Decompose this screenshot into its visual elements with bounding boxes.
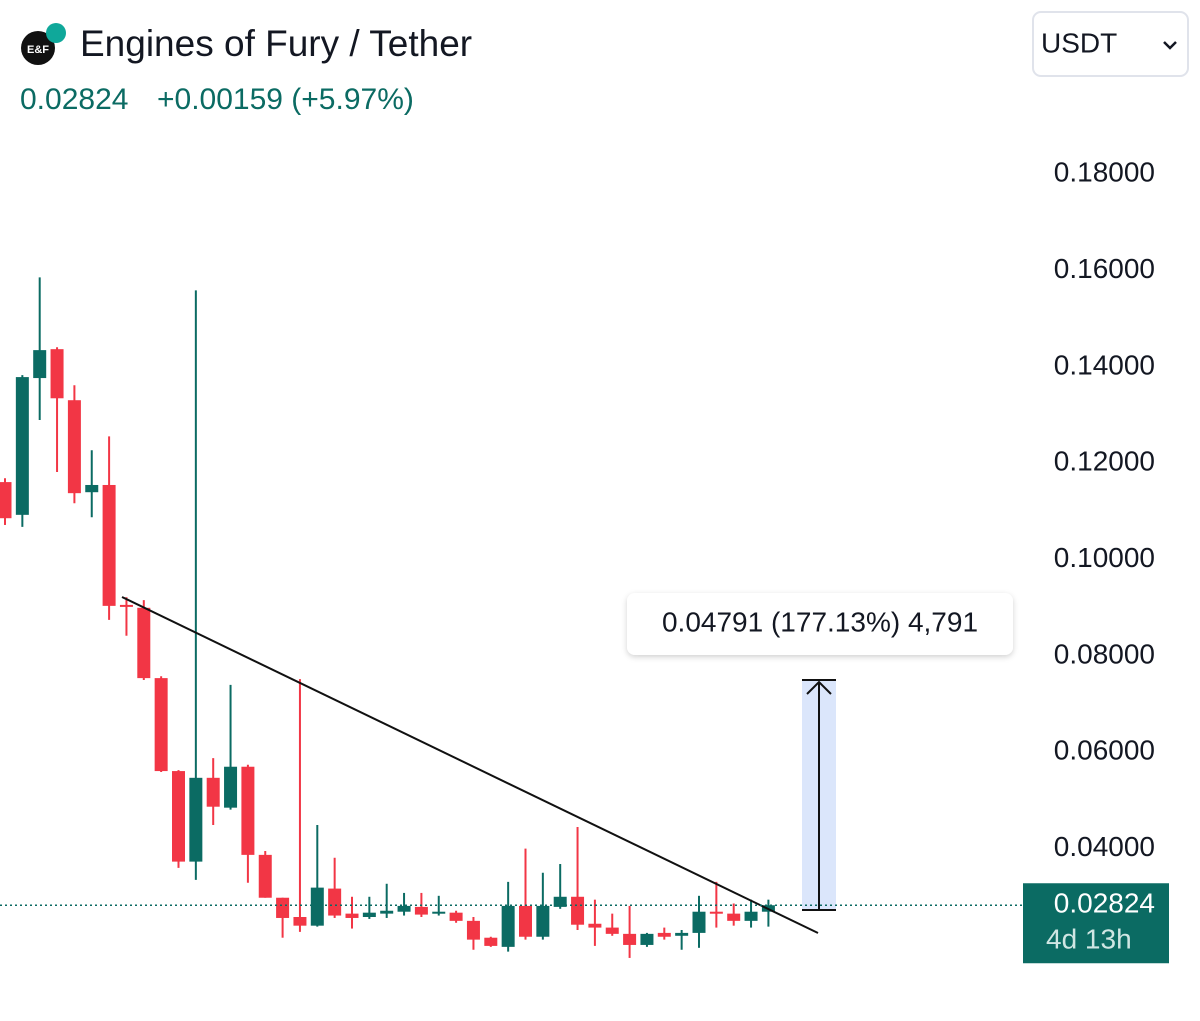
candle-body	[224, 766, 238, 808]
candle-body	[657, 932, 671, 937]
selector-box[interactable]	[1032, 11, 1189, 77]
candle-body	[449, 912, 463, 921]
quote-selector[interactable]: USDT	[1032, 11, 1189, 77]
y-tick-label: 0.06000	[1054, 735, 1155, 766]
candle-body	[605, 927, 619, 934]
candle-body	[328, 888, 342, 916]
candle-body	[33, 350, 47, 379]
candle-body	[519, 905, 532, 937]
candle-body	[241, 766, 255, 855]
candle-body	[692, 911, 706, 933]
candle-body	[154, 678, 168, 772]
candle-body	[727, 913, 741, 921]
measure-arrowhead	[806, 680, 832, 695]
y-tick-label: 0.04000	[1054, 831, 1155, 862]
logo	[21, 31, 55, 65]
y-tick-label: 0.18000	[1054, 157, 1155, 188]
candle-body	[258, 854, 272, 898]
logo-text: E&F	[27, 44, 49, 56]
chevron[interactable]	[1163, 41, 1177, 50]
candle-body	[553, 896, 567, 907]
candle-body	[623, 933, 637, 945]
candle-body	[293, 917, 307, 926]
candle-body	[744, 911, 758, 921]
title: Engines of Fury / Tether	[80, 23, 472, 64]
candle-body	[15, 377, 29, 515]
candle-body	[102, 484, 116, 606]
logo-badge	[46, 23, 66, 43]
candle-body	[501, 905, 515, 947]
y-tick-label: 0.14000	[1054, 349, 1155, 380]
candle-body	[675, 932, 689, 936]
price-badge-label: 0.02824	[1054, 888, 1155, 919]
trend-line	[121, 596, 819, 934]
measure-label: 0.04791 (177.13%) 4,791	[662, 606, 978, 637]
candle-body	[310, 887, 324, 926]
candle-body	[137, 607, 151, 679]
candle-body	[571, 896, 585, 925]
candle-body	[414, 906, 428, 915]
candle-body	[484, 937, 498, 946]
candle-body	[67, 400, 81, 494]
candle-body	[588, 923, 602, 928]
candle-body	[536, 905, 550, 937]
candle-body	[0, 482, 12, 519]
price-badge	[1023, 883, 1169, 964]
candle-body	[397, 905, 411, 912]
measure-box	[627, 593, 1013, 655]
candle-body	[50, 349, 64, 399]
candle-body	[172, 771, 185, 862]
candle-body	[709, 911, 723, 914]
selector-text[interactable]: USDT	[1041, 27, 1117, 58]
countdown: 4d 13h	[1046, 924, 1132, 955]
price: 0.02824	[20, 83, 128, 116]
candle-body	[466, 920, 480, 940]
price-change: +0.00159 (+5.97%)	[157, 83, 414, 116]
candle-body	[276, 897, 290, 918]
candle-body	[380, 910, 394, 914]
candle-body	[189, 777, 203, 862]
candle-body	[362, 912, 376, 918]
y-tick-label: 0.08000	[1054, 638, 1155, 669]
candle-body	[119, 604, 133, 607]
candle-body	[85, 484, 99, 493]
candle-body	[640, 933, 654, 945]
candle-body	[432, 911, 446, 914]
y-tick-label: 0.16000	[1054, 253, 1155, 284]
plot-area	[0, 277, 775, 958]
y-tick-label: 0.10000	[1054, 542, 1155, 573]
candle-body	[345, 913, 359, 918]
y-tick-label: 0.12000	[1054, 446, 1155, 477]
candle-body	[206, 777, 220, 807]
